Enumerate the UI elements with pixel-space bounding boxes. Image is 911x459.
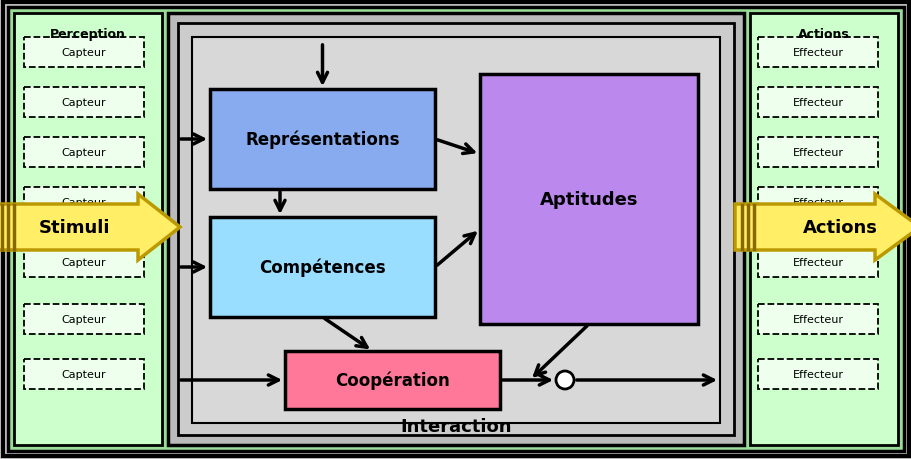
Bar xyxy=(757,359,877,389)
Bar xyxy=(757,88,877,118)
FancyArrow shape xyxy=(0,195,179,260)
Bar xyxy=(178,24,733,435)
Bar xyxy=(757,138,877,168)
Bar xyxy=(24,138,144,168)
Bar xyxy=(210,218,435,317)
Text: Capteur: Capteur xyxy=(62,148,107,157)
Bar xyxy=(210,90,435,190)
Circle shape xyxy=(556,371,573,389)
Text: Effecteur: Effecteur xyxy=(792,48,843,58)
Text: Capteur: Capteur xyxy=(62,197,107,207)
Text: Capteur: Capteur xyxy=(62,48,107,58)
Text: Capteur: Capteur xyxy=(62,314,107,325)
Text: Capteur: Capteur xyxy=(62,369,107,379)
Bar xyxy=(24,188,144,218)
FancyArrow shape xyxy=(734,195,911,260)
Text: Représentations: Représentations xyxy=(245,130,399,149)
Text: Compétences: Compétences xyxy=(259,258,385,277)
Text: Effecteur: Effecteur xyxy=(792,257,843,268)
Bar xyxy=(24,88,144,118)
Bar xyxy=(14,14,162,445)
Bar xyxy=(757,38,877,68)
Text: Effecteur: Effecteur xyxy=(792,197,843,207)
Text: Coopération: Coopération xyxy=(334,371,449,389)
Bar xyxy=(192,38,719,423)
Bar xyxy=(24,304,144,334)
Bar xyxy=(479,75,697,325)
Text: Actions: Actions xyxy=(797,28,849,41)
Text: Effecteur: Effecteur xyxy=(792,98,843,108)
Text: Capteur: Capteur xyxy=(62,98,107,108)
Bar xyxy=(757,304,877,334)
Bar xyxy=(749,14,897,445)
Text: Stimuli: Stimuli xyxy=(39,218,110,236)
Text: Perception: Perception xyxy=(50,28,126,41)
Text: Actions: Actions xyxy=(802,218,876,236)
Bar xyxy=(757,188,877,218)
Bar xyxy=(757,247,877,277)
Text: Capteur: Capteur xyxy=(62,257,107,268)
Bar xyxy=(24,247,144,277)
Bar xyxy=(24,38,144,68)
Bar xyxy=(24,359,144,389)
Text: Effecteur: Effecteur xyxy=(792,148,843,157)
Bar xyxy=(284,351,499,409)
Text: Effecteur: Effecteur xyxy=(792,314,843,325)
Text: Interaction: Interaction xyxy=(400,417,511,435)
Text: Effecteur: Effecteur xyxy=(792,369,843,379)
Text: Aptitudes: Aptitudes xyxy=(539,190,638,208)
Bar xyxy=(168,14,743,445)
